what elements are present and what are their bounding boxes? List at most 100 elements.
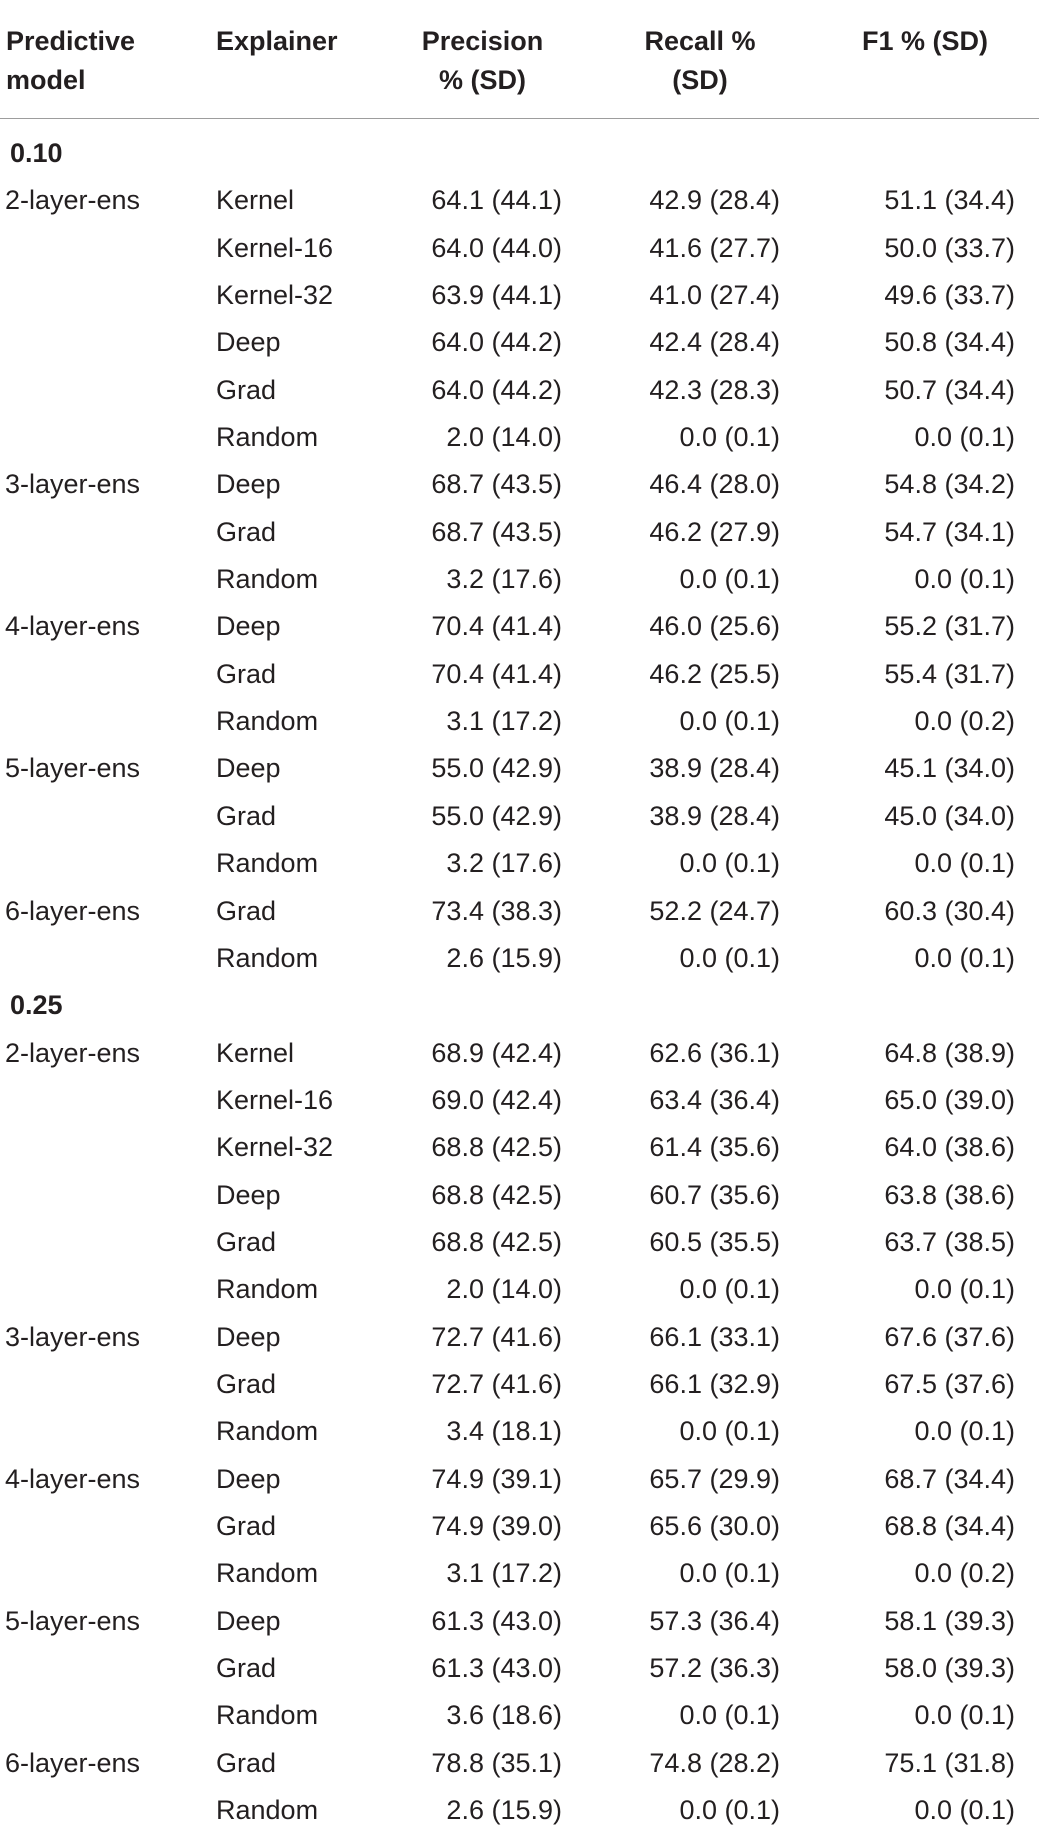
table-row: Deep 68.8 (42.5) 60.7 (35.6) 63.8 (38.6) <box>0 1172 1039 1219</box>
table-row: 3-layer-ens Deep 72.7 (41.6) 66.1 (33.1) 67.… <box>0 1314 1039 1361</box>
recall-cell: 66.1 (32.9) <box>649 1368 780 1399</box>
model-cell: 3-layer-ens <box>5 469 141 500</box>
table-row: Random 2.6 (15.9) 0.0 (0.1) 0.0 (0.1) <box>0 1787 1039 1834</box>
f1-cell: 49.6 (33.7) <box>884 280 1015 311</box>
explainer-cell: Kernel-32 <box>216 280 334 311</box>
f1-cell: 50.0 (33.7) <box>884 232 1015 263</box>
f1-cell: 0.0 (0.1) <box>914 1274 1015 1305</box>
precision-cell: 78.8 (35.1) <box>431 1747 562 1778</box>
explainer-cell: Deep <box>216 1605 281 1636</box>
header-recall: Recall % (SD) <box>605 22 795 100</box>
recall-cell: 63.4 (36.4) <box>649 1084 780 1115</box>
precision-cell: 64.0 (44.2) <box>431 327 562 358</box>
table-row: Grad 68.8 (42.5) 60.5 (35.5) 63.7 (38.5) <box>0 1219 1039 1266</box>
precision-cell: 61.3 (43.0) <box>431 1605 562 1636</box>
precision-cell: 2.6 (15.9) <box>446 942 562 973</box>
precision-cell: 2.0 (14.0) <box>446 422 562 453</box>
header-recall-line1: Recall % <box>644 26 756 56</box>
explainer-cell: Random <box>216 1558 319 1589</box>
f1-cell: 68.7 (34.4) <box>884 1463 1015 1494</box>
table-row: 4-layer-ens Deep 74.9 (39.1) 65.7 (29.9) 68.… <box>0 1456 1039 1503</box>
explainer-cell: Random <box>216 1700 319 1731</box>
recall-cell: 0.0 (0.1) <box>679 564 780 595</box>
precision-cell: 68.8 (42.5) <box>431 1132 562 1163</box>
table-row: Kernel-32 63.9 (44.1) 41.0 (27.4) 49.6 (33.… <box>0 272 1039 319</box>
f1-cell: 55.4 (31.7) <box>884 658 1015 689</box>
section-row: 0.10 <box>0 130 1039 177</box>
recall-cell: 0.0 (0.1) <box>679 422 780 453</box>
precision-cell: 68.8 (42.5) <box>431 1226 562 1257</box>
recall-cell: 38.9 (28.4) <box>649 800 780 831</box>
header-precision-line2: % (SD) <box>439 65 526 95</box>
precision-cell: 68.9 (42.4) <box>431 1037 562 1068</box>
recall-cell: 46.4 (28.0) <box>649 469 780 500</box>
recall-cell: 41.6 (27.7) <box>649 232 780 263</box>
recall-cell: 42.3 (28.3) <box>649 374 780 405</box>
precision-cell: 55.0 (42.9) <box>431 753 562 784</box>
f1-cell: 51.1 (34.4) <box>884 185 1015 216</box>
f1-cell: 45.1 (34.0) <box>884 753 1015 784</box>
explainer-cell: Deep <box>216 1179 281 1210</box>
precision-cell: 73.4 (38.3) <box>431 895 562 926</box>
recall-cell: 60.5 (35.5) <box>649 1226 780 1257</box>
table-row: 2-layer-ens Kernel 68.9 (42.4) 62.6 (36.1) 6… <box>0 1030 1039 1077</box>
header-precision: Precision % (SD) <box>390 22 575 100</box>
f1-cell: 0.0 (0.2) <box>914 706 1015 737</box>
recall-cell: 0.0 (0.1) <box>679 1700 780 1731</box>
model-cell: 5-layer-ens <box>5 1605 141 1636</box>
explainer-cell: Deep <box>216 611 281 642</box>
explainer-cell: Random <box>216 1416 319 1447</box>
table-row: Random 3.1 (17.2) 0.0 (0.1) 0.0 (0.2) <box>0 1550 1039 1597</box>
explainer-cell: Deep <box>216 753 281 784</box>
header-predictive-model: Predictive model <box>6 22 135 100</box>
table-row: Grad 68.7 (43.5) 46.2 (27.9) 54.7 (34.1) <box>0 509 1039 556</box>
f1-cell: 68.8 (34.4) <box>884 1510 1015 1541</box>
f1-cell: 0.0 (0.1) <box>914 1700 1015 1731</box>
table-row: 4-layer-ens Deep 70.4 (41.4) 46.0 (25.6) 55.… <box>0 603 1039 650</box>
table-row: 5-layer-ens Deep 61.3 (43.0) 57.3 (36.4) 58.… <box>0 1598 1039 1645</box>
precision-cell: 72.7 (41.6) <box>431 1321 562 1352</box>
header-explainer: Explainer <box>216 26 338 56</box>
recall-cell: 66.1 (33.1) <box>649 1321 780 1352</box>
precision-cell: 3.2 (17.6) <box>446 848 562 879</box>
f1-cell: 45.0 (34.0) <box>884 800 1015 831</box>
table-header: Predictive model Explainer Precision % (… <box>0 0 1039 119</box>
explainer-cell: Kernel-16 <box>216 232 334 263</box>
explainer-cell: Deep <box>216 327 281 358</box>
table-row: Grad 70.4 (41.4) 46.2 (25.5) 55.4 (31.7) <box>0 651 1039 698</box>
f1-cell: 63.7 (38.5) <box>884 1226 1015 1257</box>
precision-cell: 3.1 (17.2) <box>446 1558 562 1589</box>
f1-cell: 50.7 (34.4) <box>884 374 1015 405</box>
table-row: Kernel-32 68.8 (42.5) 61.4 (35.6) 64.0 (38.… <box>0 1124 1039 1171</box>
explainer-cell: Deep <box>216 469 281 500</box>
explainer-cell: Kernel-32 <box>216 1132 334 1163</box>
header-precision-line1: Precision <box>421 26 544 56</box>
table-row: Random 2.6 (15.9) 0.0 (0.1) 0.0 (0.1) <box>0 935 1039 982</box>
model-cell: 6-layer-ens <box>5 1747 141 1778</box>
f1-cell: 0.0 (0.1) <box>914 564 1015 595</box>
precision-cell: 69.0 (42.4) <box>431 1084 562 1115</box>
precision-cell: 72.7 (41.6) <box>431 1368 562 1399</box>
explainer-cell: Random <box>216 422 319 453</box>
table-row: Random 3.6 (18.6) 0.0 (0.1) 0.0 (0.1) <box>0 1692 1039 1739</box>
f1-cell: 58.0 (39.3) <box>884 1653 1015 1683</box>
recall-cell: 74.8 (28.2) <box>649 1747 780 1778</box>
table-row: Deep 64.0 (44.2) 42.4 (28.4) 50.8 (34.4) <box>0 319 1039 366</box>
model-cell: 6-layer-ens <box>5 895 141 926</box>
precision-cell: 64.1 (44.1) <box>431 185 562 216</box>
explainer-cell: Grad <box>216 516 277 547</box>
explainer-cell: Random <box>216 706 319 737</box>
explainer-cell: Grad <box>216 374 277 405</box>
f1-cell: 0.0 (0.2) <box>914 1558 1015 1589</box>
table-row: 3-layer-ens Deep 68.7 (43.5) 46.4 (28.0) 54.… <box>0 461 1039 508</box>
explainer-cell: Grad <box>216 895 277 926</box>
table-row: 6-layer-ens Grad 73.4 (38.3) 52.2 (24.7) 60.… <box>0 888 1039 935</box>
table-row: 6-layer-ens Grad 78.8 (35.1) 74.8 (28.2) 75.… <box>0 1740 1039 1787</box>
model-cell: 2-layer-ens <box>5 1037 141 1068</box>
precision-cell: 2.6 (15.9) <box>446 1795 562 1826</box>
precision-cell: 3.4 (18.1) <box>446 1416 562 1447</box>
recall-cell: 57.2 (36.3) <box>649 1653 780 1683</box>
precision-cell: 68.7 (43.5) <box>431 516 562 547</box>
precision-cell: 3.2 (17.6) <box>446 564 562 595</box>
